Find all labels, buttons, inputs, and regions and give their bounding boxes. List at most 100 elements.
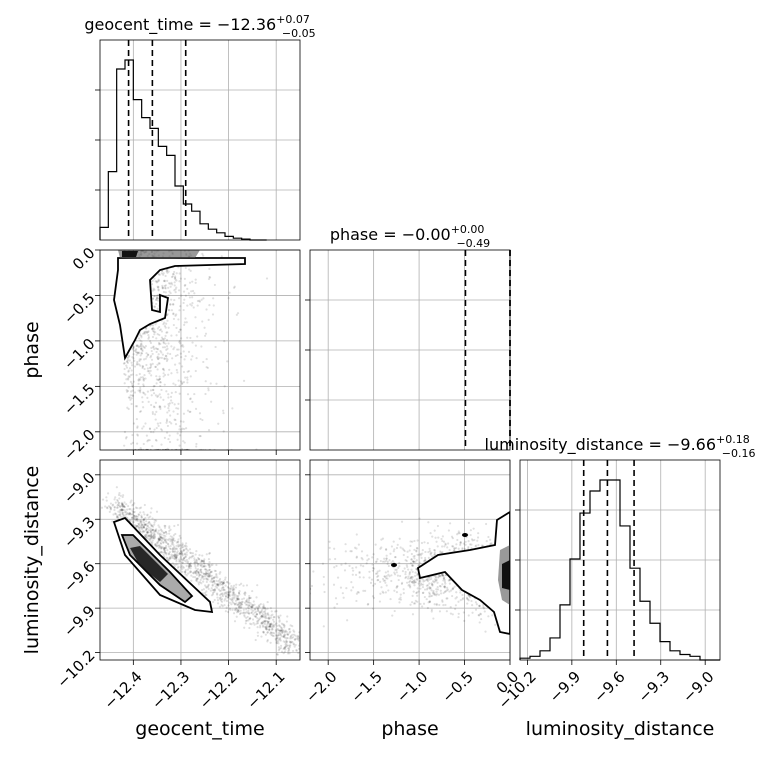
sample-point [433, 553, 436, 556]
sample-point [417, 553, 420, 556]
sample-point [151, 528, 154, 532]
sample-point [189, 303, 192, 306]
sample-point [328, 558, 331, 561]
sample-point [155, 375, 158, 378]
sample-point [266, 612, 270, 615]
sample-point [174, 314, 177, 317]
sample-point [269, 624, 272, 627]
sample-point [197, 558, 201, 561]
sample-point [220, 603, 223, 607]
sample-point [162, 372, 165, 375]
sample-point [167, 286, 170, 289]
sample-point [163, 537, 166, 540]
sample-point [283, 634, 287, 637]
sample-point [162, 290, 166, 294]
sample-point [385, 557, 388, 560]
sample-point [169, 352, 172, 356]
sample-point [136, 425, 139, 428]
sample-point [371, 566, 375, 570]
density-contour [462, 533, 468, 537]
sample-point [121, 505, 124, 508]
sample-point [135, 519, 139, 522]
sample-point [165, 553, 168, 556]
sample-point [426, 578, 429, 581]
sample-point [435, 592, 439, 596]
sample-point [131, 384, 134, 387]
x-tick-label: −9.6 [590, 668, 628, 706]
sample-point [188, 296, 192, 299]
sample-point [195, 578, 198, 581]
sample-point [156, 544, 160, 547]
sample-point [157, 378, 160, 381]
sample-point [118, 501, 121, 505]
sample-point [225, 599, 229, 603]
sample-point [116, 506, 119, 509]
sample-point [165, 556, 168, 559]
sample-point [143, 534, 146, 538]
sample-point [131, 509, 134, 512]
sample-point [283, 650, 286, 653]
sample-point [164, 524, 167, 528]
sample-point [419, 584, 422, 587]
sample-point [261, 605, 265, 608]
sample-point [280, 631, 284, 634]
sample-point [135, 517, 138, 520]
sample-point [146, 396, 149, 399]
sample-point [386, 570, 390, 573]
sample-point [197, 583, 200, 586]
sample-point [138, 358, 141, 361]
sample-point [117, 513, 120, 517]
sample-point [410, 568, 413, 571]
sample-point [151, 279, 154, 282]
sample-point [145, 331, 149, 335]
sample-point [280, 635, 283, 638]
sample-point [183, 323, 186, 326]
sample-point [172, 272, 175, 276]
sample-point [426, 606, 429, 610]
sample-point [129, 398, 132, 401]
sample-point [212, 579, 216, 583]
sample-point [153, 333, 156, 336]
sample-point [453, 585, 456, 588]
sample-point [198, 573, 201, 577]
sample-point [207, 584, 210, 587]
sample-point [235, 594, 238, 598]
sample-point [278, 617, 281, 620]
histogram-grid [100, 40, 300, 240]
sample-point [170, 275, 174, 279]
sample-point [453, 549, 456, 552]
sample-point [421, 583, 425, 586]
sample-point [139, 391, 142, 394]
sample-point [225, 580, 229, 583]
sample-point [195, 570, 198, 573]
sample-point [166, 331, 169, 334]
sample-point [439, 585, 442, 588]
sample-point [224, 595, 228, 598]
sample-point [112, 513, 115, 516]
sample-point [428, 578, 431, 581]
sample-point [425, 584, 428, 587]
sample-point [383, 557, 386, 560]
sample-point [264, 620, 267, 623]
sample-point [137, 526, 140, 530]
sample-point [228, 601, 231, 604]
sample-point [467, 540, 470, 543]
sample-point [286, 633, 289, 636]
sample-point [209, 575, 212, 578]
sample-point [175, 286, 178, 289]
sample-point [137, 363, 141, 366]
sample-point [443, 585, 447, 588]
sample-point [293, 638, 297, 641]
sample-point [182, 548, 185, 552]
sample-point [139, 339, 142, 342]
sample-point [138, 359, 141, 362]
sample-point [163, 546, 166, 550]
sample-point [398, 601, 401, 604]
sample-point [388, 559, 391, 562]
sample-point [123, 444, 126, 447]
sample-point [399, 593, 402, 596]
sample-point [132, 357, 135, 360]
sample-point [266, 613, 269, 616]
sample-point [96, 492, 98, 494]
sample-point [264, 625, 267, 629]
